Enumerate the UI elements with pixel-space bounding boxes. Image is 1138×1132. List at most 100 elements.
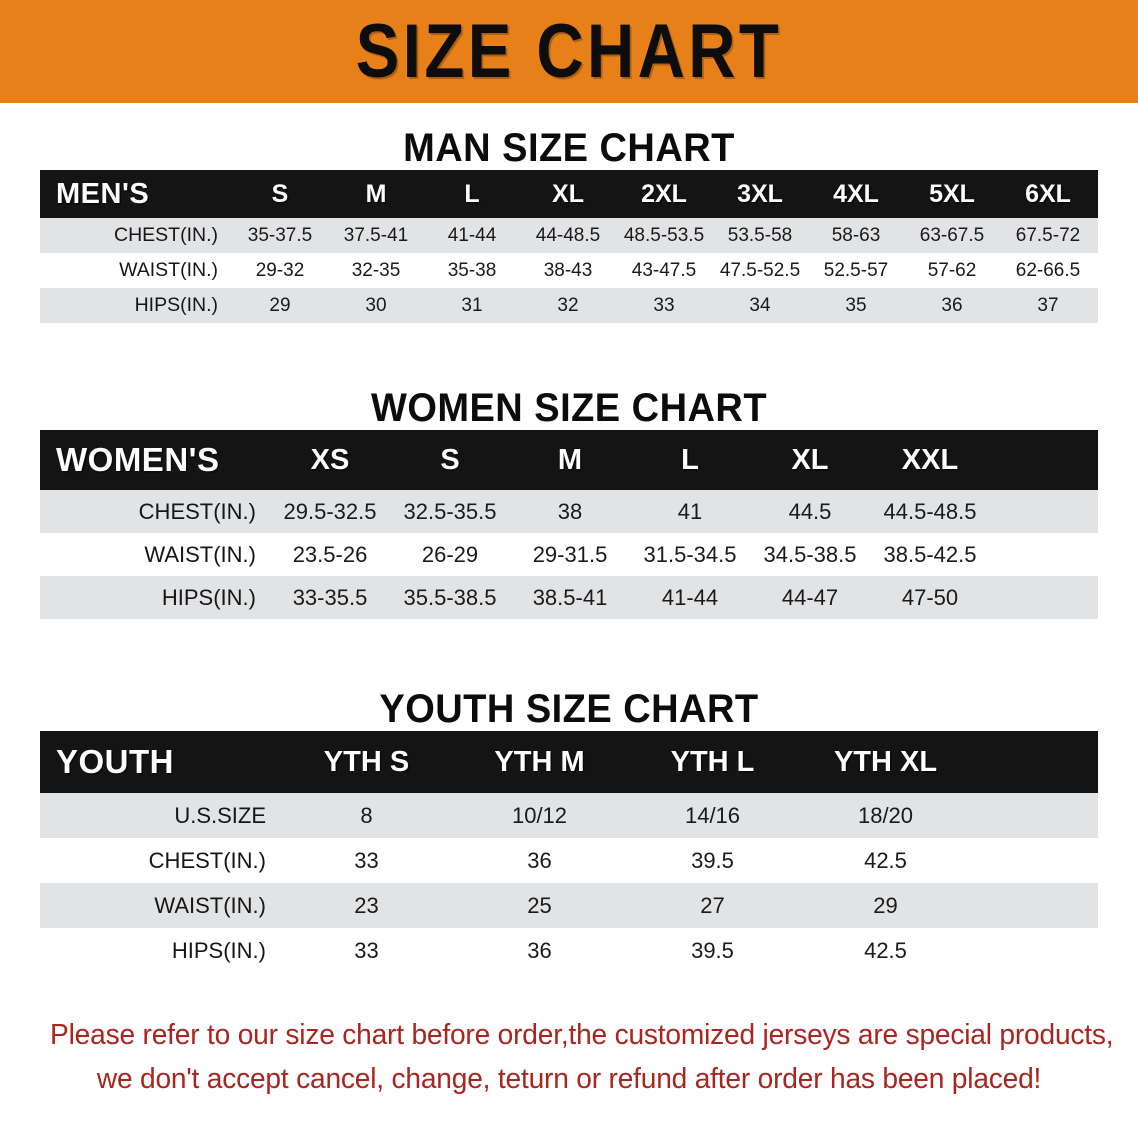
youth-size-header-2: YTH L [670, 745, 755, 778]
youth-cell-3-3: 42.5 [864, 937, 907, 963]
youth-cell-0-1: 10/12 [511, 802, 568, 828]
man-row-label-2: HIPS(IN.) [134, 294, 218, 316]
women-size-header-0: XS [310, 443, 350, 476]
table-row: CHEST(IN.) 29.5-32.5 32.5-35.5 38 41 44.5 44.5… [40, 490, 1098, 533]
table-row: HIPS(IN.) 29 30 31 32 33 34 35 36 37 [40, 288, 1098, 323]
youth-cell-3-0: 33 [354, 937, 379, 963]
women-table-body: CHEST(IN.) 29.5-32.5 32.5-35.5 38 41 44.5 44.5… [40, 490, 1098, 619]
women-cell-1-4: 34.5-38.5 [763, 541, 857, 567]
man-header-row: MEN'S S M L XL 2XL 3XL 4XL 5XL 6XL [40, 170, 1098, 218]
women-size-header-3: L [681, 443, 699, 476]
man-row-label-1: WAIST(IN.) [119, 259, 218, 281]
man-cell-0-5: 53.5-58 [727, 224, 793, 246]
women-cell-0-0: 29.5-32.5 [283, 498, 377, 524]
women-cell-1-1: 26-29 [421, 541, 479, 567]
man-cell-1-4: 43-47.5 [631, 259, 697, 281]
man-size-header-5: 3XL [737, 179, 783, 208]
man-cell-2-3: 32 [557, 294, 579, 316]
table-row: CHEST(IN.) 33 36 39.5 42.5 [40, 838, 1098, 883]
man-cell-0-8: 67.5-72 [1015, 224, 1081, 246]
man-cell-0-2: 41-44 [447, 224, 497, 246]
women-size-header-1: S [440, 443, 460, 476]
youth-size-header-0: YTH S [323, 745, 410, 778]
youth-cell-filler [972, 883, 1098, 928]
women-header-row: WOMEN'S XS S M L XL XXL [40, 430, 1098, 490]
man-cell-2-8: 37 [1037, 294, 1059, 316]
youth-table-body: U.S.SIZE 8 10/12 14/16 18/20 CHEST(IN.) 33 36 39… [40, 793, 1098, 973]
man-cell-2-5: 34 [749, 294, 771, 316]
women-size-header-5: XXL [901, 443, 959, 476]
women-table-wrap: WOMEN'S XS S M L XL XXL CHEST(IN.) 29.5-32.5 32… [0, 430, 1138, 619]
youth-cell-3-2: 39.5 [691, 937, 734, 963]
women-section-title: WOMEN SIZE CHART [370, 386, 768, 430]
man-cell-0-7: 63-67.5 [919, 224, 985, 246]
youth-cell-0-0: 8 [360, 802, 373, 828]
women-section-spacer [0, 619, 1138, 637]
women-cell-0-4: 44.5 [788, 498, 832, 524]
youth-row-label-3: HIPS(IN.) [171, 937, 266, 963]
youth-cell-1-2: 39.5 [691, 847, 734, 873]
man-cell-1-8: 62-66.5 [1015, 259, 1081, 281]
page-banner: SIZE CHART [0, 0, 1138, 103]
order-policy-note-line-2: we don't accept cancel, change, teturn o… [96, 1063, 1042, 1095]
youth-cell-2-3: 29 [873, 892, 898, 918]
man-cell-0-3: 44-48.5 [535, 224, 601, 246]
man-header-filler [1096, 170, 1098, 218]
table-row: WAIST(IN.) 29-32 32-35 35-38 38-43 43-47.5 47.… [40, 253, 1098, 288]
women-row-label-0: CHEST(IN.) [138, 498, 256, 524]
man-cell-2-1: 30 [365, 294, 387, 316]
youth-size-header-3: YTH XL [833, 745, 938, 778]
women-size-header-2: M [557, 443, 583, 476]
man-cell-2-4: 33 [653, 294, 675, 316]
man-cell-2-0: 29 [269, 294, 291, 316]
man-row-label-0: CHEST(IN.) [114, 224, 218, 246]
man-cell-1-5: 47.5-52.5 [719, 259, 801, 281]
women-cell-2-2: 38.5-41 [532, 584, 608, 610]
man-table-body: CHEST(IN.) 35-37.5 37.5-41 41-44 44-48.5 48.5… [40, 218, 1098, 323]
youth-row-label-1: CHEST(IN.) [148, 847, 266, 873]
youth-section-title: YOUTH SIZE CHART [379, 687, 759, 731]
man-cell-2-7: 36 [941, 294, 963, 316]
youth-cell-3-1: 36 [527, 937, 552, 963]
man-cell-1-0: 29-32 [255, 259, 305, 281]
man-size-header-1: M [365, 179, 387, 208]
women-row-label-1: WAIST(IN.) [144, 541, 256, 567]
women-row-label-2: HIPS(IN.) [161, 584, 256, 610]
man-cell-filler [1096, 253, 1098, 288]
women-cell-filler [990, 533, 1098, 576]
man-cell-2-6: 35 [845, 294, 867, 316]
women-cell-0-5: 44.5-48.5 [883, 498, 977, 524]
women-cell-filler [990, 576, 1098, 619]
man-size-header-3: XL [552, 179, 584, 208]
man-cell-0-4: 48.5-53.5 [623, 224, 705, 246]
man-cell-filler [1096, 288, 1098, 323]
man-size-header-4: 2XL [641, 179, 687, 208]
youth-cell-2-1: 25 [527, 892, 552, 918]
table-row: HIPS(IN.) 33-35.5 35.5-38.5 38.5-41 41-44 44-… [40, 576, 1098, 619]
women-cell-1-5: 38.5-42.5 [883, 541, 977, 567]
table-row: HIPS(IN.) 33 36 39.5 42.5 [40, 928, 1098, 973]
man-cell-1-6: 52.5-57 [823, 259, 889, 281]
youth-size-table: YOUTH YTH S YTH M YTH L YTH XL U.S.SIZE 8 10/… [40, 731, 1098, 973]
women-cell-0-1: 32.5-35.5 [403, 498, 497, 524]
man-cell-filler [1096, 218, 1098, 253]
women-cell-1-3: 31.5-34.5 [643, 541, 737, 567]
man-cell-0-1: 37.5-41 [343, 224, 409, 246]
man-section-title: MAN SIZE CHART [403, 126, 735, 170]
man-size-table: MEN'S S M L XL 2XL 3XL 4XL 5XL 6XL CHEST(IN.) 35-… [40, 170, 1098, 323]
women-table-head: WOMEN'S XS S M L XL XXL [40, 430, 1098, 490]
order-policy-note-line-1: Please refer to our size chart before or… [50, 1019, 1114, 1051]
women-corner-label: WOMEN'S [56, 441, 220, 478]
women-header-filler [990, 430, 1098, 490]
youth-size-header-1: YTH M [494, 745, 585, 778]
women-cell-2-5: 47-50 [901, 584, 959, 610]
women-cell-filler [990, 490, 1098, 533]
man-size-header-6: 4XL [833, 179, 879, 208]
youth-corner-label: YOUTH [56, 743, 174, 780]
youth-header-row: YOUTH YTH S YTH M YTH L YTH XL [40, 731, 1098, 793]
youth-table-wrap: YOUTH YTH S YTH M YTH L YTH XL U.S.SIZE 8 10/… [0, 731, 1138, 973]
man-cell-2-2: 31 [461, 294, 483, 316]
man-size-header-8: 6XL [1025, 179, 1071, 208]
youth-cell-0-2: 14/16 [684, 802, 741, 828]
man-table-wrap: MEN'S S M L XL 2XL 3XL 4XL 5XL 6XL CHEST(IN.) 35-… [0, 170, 1138, 323]
